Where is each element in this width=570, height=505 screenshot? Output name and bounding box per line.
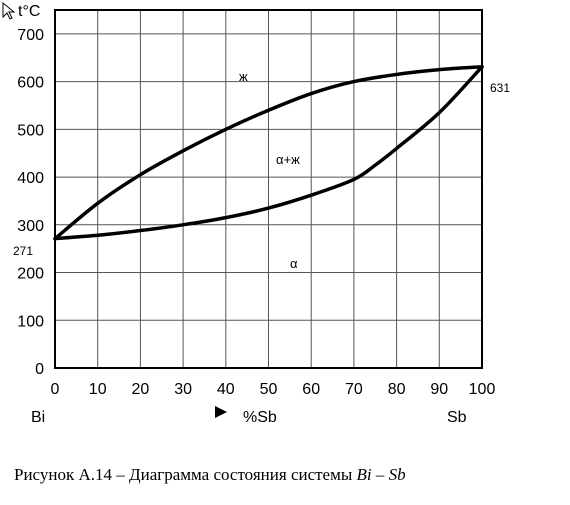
x-tick-label: 40: [217, 381, 235, 398]
solidus-curve: [53, 65, 484, 241]
plot-frame: [54, 9, 483, 369]
y-tick-label: 400: [17, 170, 44, 187]
x-tick-label: 30: [174, 381, 192, 398]
y-tick-label: 700: [17, 27, 44, 44]
x-tick-label: 60: [302, 381, 320, 398]
region-label-two-phase: α+ж: [276, 152, 300, 167]
y-tick-label: 100: [17, 313, 44, 330]
x-tick-label: 0: [51, 381, 60, 398]
y-tick-label: 500: [17, 122, 44, 139]
y-tick-label: 200: [17, 266, 44, 283]
phase-diagram: 0 10 20 30 40 50 60 70 80 90 100 0 100 200 300 400 500 60…: [2, 1, 510, 426]
arrow-icon: [215, 406, 227, 418]
right-component-label: Sb: [447, 409, 467, 426]
x-tick-label: 20: [132, 381, 150, 398]
right-melting-point-label: 631: [490, 81, 510, 95]
curves: [53, 65, 484, 241]
region-label-liquid: ж: [239, 69, 248, 84]
x-tick-label: 10: [89, 381, 107, 398]
x-tick-label: 50: [260, 381, 278, 398]
x-tick-label: 80: [388, 381, 406, 398]
left-melting-point-label: 271: [13, 244, 33, 258]
left-component-label: Bi: [31, 409, 45, 426]
x-tick-label: 70: [345, 381, 363, 398]
cursor-icon: [2, 1, 16, 20]
y-tick-label: 300: [17, 218, 44, 235]
y-tick-label: 0: [35, 361, 44, 378]
y-tick-label: 600: [17, 75, 44, 92]
region-label-solid: α: [290, 256, 298, 271]
x-tick-label: 90: [430, 381, 448, 398]
liquidus-curve: [53, 65, 484, 241]
figure-caption: Рисунок А.14 – Диаграмма состояния систе…: [14, 465, 406, 484]
tick-labels: 0 10 20 30 40 50 60 70 80 90 100 0 100 200 300 400 500 60…: [17, 27, 495, 398]
y-axis-label: t°C: [18, 3, 40, 20]
x-tick-label: 100: [469, 381, 496, 398]
x-axis-label: %Sb: [243, 409, 277, 426]
axes: [54, 9, 483, 369]
